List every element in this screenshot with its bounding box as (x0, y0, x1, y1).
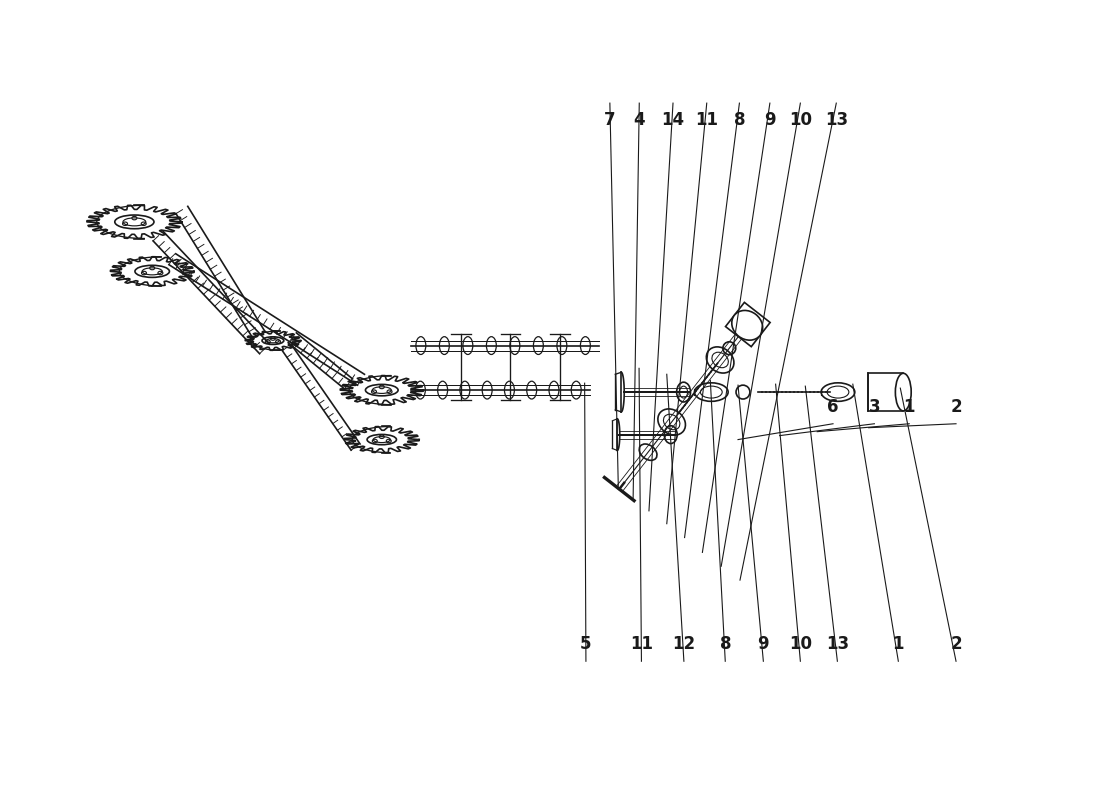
Text: 8: 8 (734, 111, 745, 129)
Text: 11: 11 (630, 635, 653, 654)
Text: 1: 1 (903, 398, 915, 416)
Text: 11: 11 (695, 111, 718, 129)
Text: 4: 4 (634, 111, 645, 129)
Text: 10: 10 (789, 111, 812, 129)
Text: 1: 1 (892, 635, 904, 654)
Text: 5: 5 (580, 635, 592, 654)
Text: 3: 3 (869, 398, 880, 416)
Text: 2: 2 (950, 635, 961, 654)
Text: 10: 10 (789, 635, 812, 654)
Text: 13: 13 (825, 111, 848, 129)
Text: 2: 2 (950, 398, 961, 416)
Text: 9: 9 (764, 111, 776, 129)
Text: 13: 13 (826, 635, 849, 654)
Bar (868, 374, 903, 411)
Text: 8: 8 (719, 635, 732, 654)
Text: 9: 9 (758, 635, 769, 654)
Ellipse shape (732, 310, 762, 340)
Text: 6: 6 (827, 398, 839, 416)
Ellipse shape (895, 374, 911, 411)
Text: 7: 7 (604, 111, 616, 129)
Polygon shape (726, 302, 770, 346)
Text: 12: 12 (672, 635, 695, 654)
Text: 14: 14 (661, 111, 684, 129)
